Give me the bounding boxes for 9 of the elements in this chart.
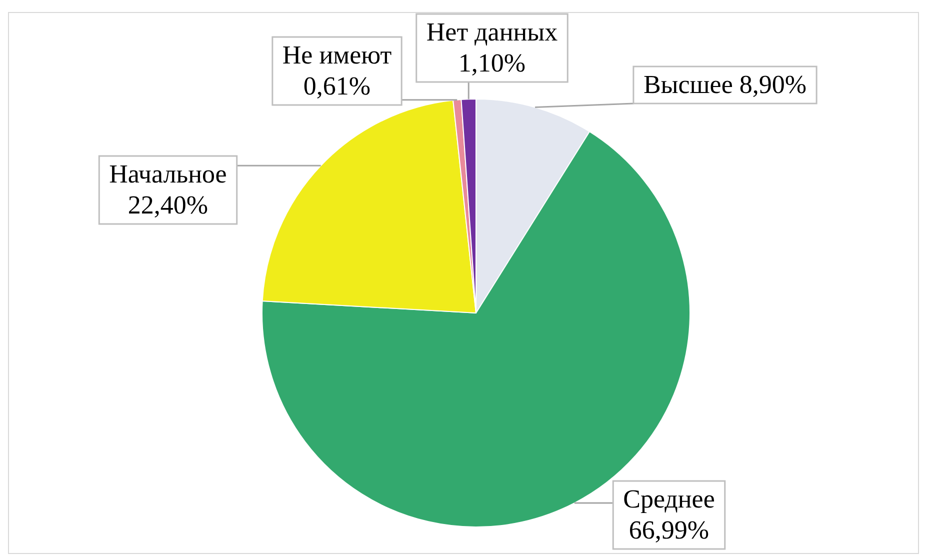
data-label: 22,40% <box>128 190 208 220</box>
slice-label: Среднее <box>623 484 715 514</box>
slice-label: Нет данных <box>426 17 558 46</box>
slice-label: Начальное <box>109 159 227 188</box>
data-label: 66,99% <box>628 515 710 544</box>
slice-label: Не имеют <box>282 40 392 70</box>
data-label: 0,61% <box>303 71 371 100</box>
data-label: 1,10% <box>458 48 526 78</box>
slice-label: Высшее 8,90% <box>643 70 807 99</box>
